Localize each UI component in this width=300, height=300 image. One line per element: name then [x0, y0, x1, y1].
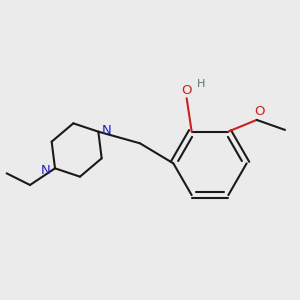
Text: O: O	[182, 84, 192, 97]
Text: N: N	[41, 164, 51, 176]
Text: H: H	[196, 79, 205, 89]
Text: N: N	[102, 124, 111, 136]
Text: O: O	[255, 105, 265, 118]
